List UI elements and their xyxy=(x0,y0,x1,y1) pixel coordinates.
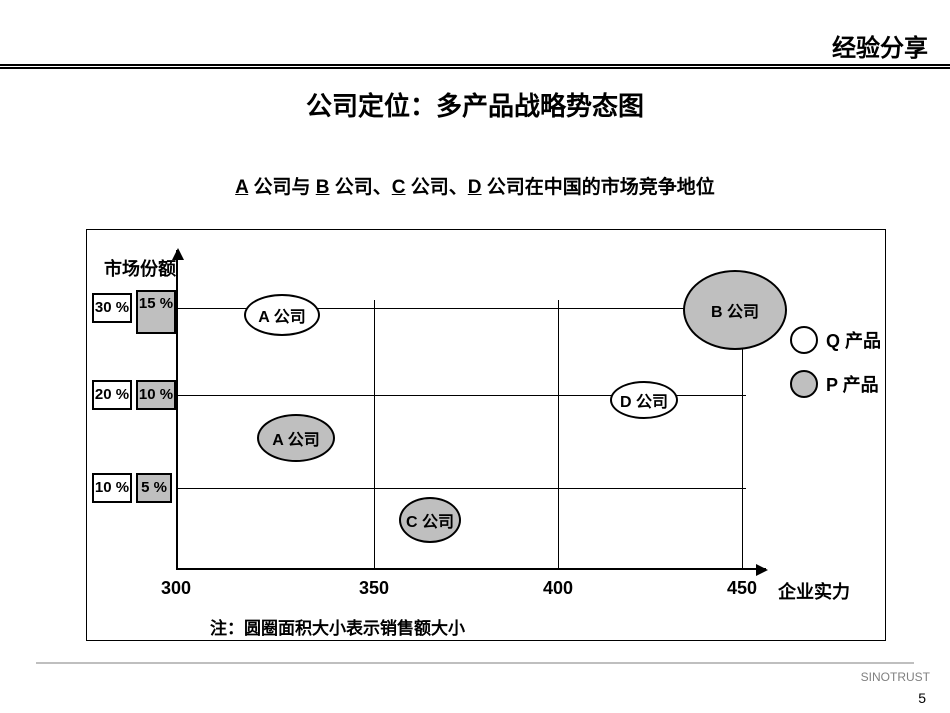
sub-text-3: 公司、 xyxy=(406,177,468,198)
footer-divider xyxy=(36,662,914,664)
ybox-q-30: 30 % xyxy=(92,293,132,323)
legend-q: Q 产品 xyxy=(790,326,881,354)
ybox-p-5: 5 % xyxy=(136,473,172,503)
main-title: 公司定位：多产品战略势态图 xyxy=(0,86,950,123)
xtick-450: 450 xyxy=(727,578,757,599)
gridline-v-350 xyxy=(374,300,375,568)
x-axis xyxy=(176,568,766,570)
sub-text-4: 公司在中国的市场竞争地位 xyxy=(482,177,715,198)
bubble-d-q: D 公司 xyxy=(610,381,678,419)
company-d: D xyxy=(468,177,482,198)
chart-note: 注：圆圈面积大小表示销售额大小 xyxy=(210,614,465,639)
xtick-350: 350 xyxy=(359,578,389,599)
sub-title: A 公司与 B 公司、C 公司、D 公司在中国的市场竞争地位 xyxy=(0,172,950,199)
legend-q-label: Q 产品 xyxy=(826,327,881,353)
bubble-c-p: C 公司 xyxy=(399,497,461,543)
section-label: 经验分享 xyxy=(832,28,928,63)
company-b: B xyxy=(316,177,330,198)
gridline-h-3 xyxy=(176,488,746,489)
y-axis xyxy=(176,250,178,570)
legend-swatch-q-icon xyxy=(790,326,818,354)
bubble-a-p: A 公司 xyxy=(257,414,335,462)
bubble-b-p: B 公司 xyxy=(683,270,787,350)
company-a: A xyxy=(235,177,248,198)
ybox-q-20: 20 % xyxy=(92,380,132,410)
header-divider xyxy=(0,64,950,69)
brand-label: SINOTRUST xyxy=(861,670,930,684)
legend-p-label: P 产品 xyxy=(826,371,879,397)
ybox-q-10: 10 % xyxy=(92,473,132,503)
x-axis-label: 企业实力 xyxy=(778,578,850,604)
ybox-p-15: 15 % xyxy=(136,290,176,334)
legend-p: P 产品 xyxy=(790,370,879,398)
sub-text-1: 公司与 xyxy=(248,177,316,198)
page-number: 5 xyxy=(918,690,926,706)
company-c: C xyxy=(392,177,406,198)
bubble-a-q: A 公司 xyxy=(244,294,320,336)
y-axis-label: 市场份额 xyxy=(104,255,176,281)
legend-swatch-p-icon xyxy=(790,370,818,398)
gridline-v-400 xyxy=(558,300,559,568)
ybox-p-10: 10 % xyxy=(136,380,176,410)
sub-text-2: 公司、 xyxy=(330,177,392,198)
xtick-300: 300 xyxy=(161,578,191,599)
xtick-400: 400 xyxy=(543,578,573,599)
